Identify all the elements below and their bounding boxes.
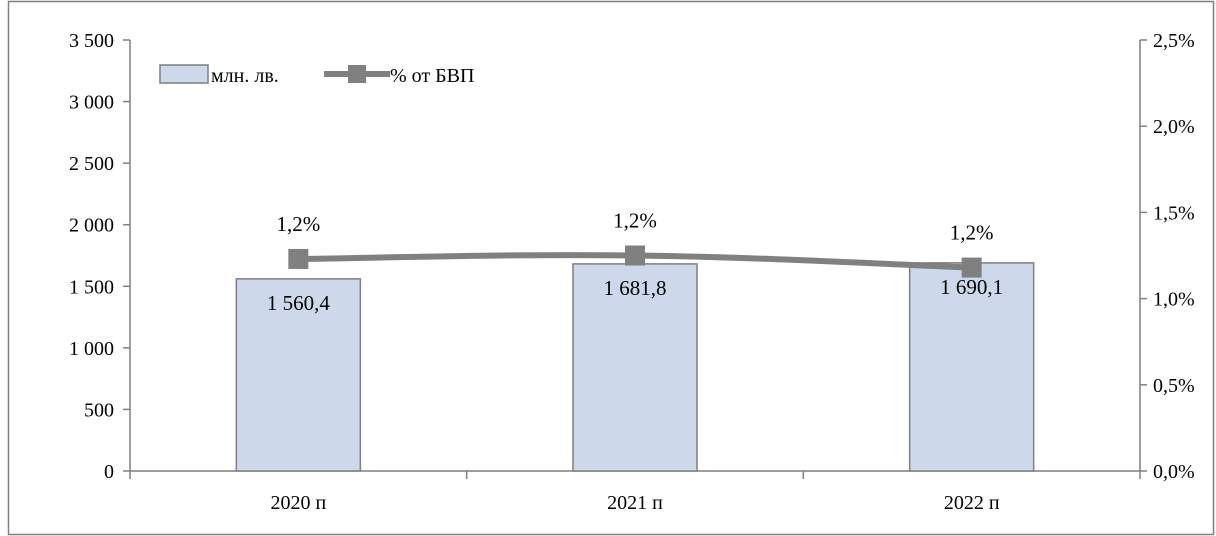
left-tick-label: 1 500: [69, 276, 114, 298]
line-marker: [625, 245, 645, 266]
legend-line-label: % от БВП: [390, 65, 474, 87]
right-tick-label: 1,5%: [1153, 202, 1195, 224]
right-tick-label: 1,0%: [1153, 289, 1195, 311]
bar-data-label: 1 560,4: [267, 291, 331, 315]
left-tick-label: 2 000: [69, 215, 114, 237]
line-data-label: 1,2%: [613, 209, 657, 233]
x-tick-label: 2022 п: [944, 492, 1000, 514]
left-tick-label: 0: [104, 461, 114, 483]
left-tick-label: 3 000: [69, 92, 114, 114]
left-tick-label: 500: [84, 399, 114, 421]
bar: [572, 263, 698, 472]
x-tick-label: 2021 п: [607, 492, 663, 514]
bar-data-label: 1 681,8: [604, 276, 667, 300]
left-y-axis: 0 500 1 000 1 500 2 000 2 500 3 000 3 500: [69, 30, 131, 483]
bar-series: 1 560,4 1 681,8 1 690,1: [235, 262, 1035, 472]
legend-line-marker: [348, 65, 366, 83]
x-tick-label: 2020 п: [270, 492, 326, 514]
line-data-label: 1,2%: [950, 221, 994, 245]
legend: млн. лв. % от БВП: [159, 64, 474, 87]
line-marker: [288, 248, 309, 269]
line-data-label: 1,2%: [276, 212, 320, 236]
right-tick-label: 0,0%: [1153, 461, 1195, 483]
line-marker: [961, 257, 982, 278]
line-series: 1,2% 1,2% 1,2%: [276, 209, 994, 278]
right-tick-label: 2,5%: [1153, 30, 1195, 52]
right-tick-label: 2,0%: [1153, 116, 1195, 138]
bar: [908, 262, 1035, 472]
legend-bar-label: млн. лв.: [211, 65, 279, 87]
right-tick-label: 0,5%: [1153, 375, 1195, 397]
bar: [235, 278, 362, 472]
legend-bar-swatch: [159, 64, 209, 84]
right-y-axis: 0,0% 0,5% 1,0% 1,5% 2,0% 2,5%: [1139, 30, 1195, 483]
left-tick-label: 2 500: [69, 153, 114, 175]
left-tick-label: 1 000: [69, 338, 114, 360]
bar-data-label: 1 690,1: [940, 275, 1003, 299]
left-tick-label: 3 500: [69, 30, 114, 52]
